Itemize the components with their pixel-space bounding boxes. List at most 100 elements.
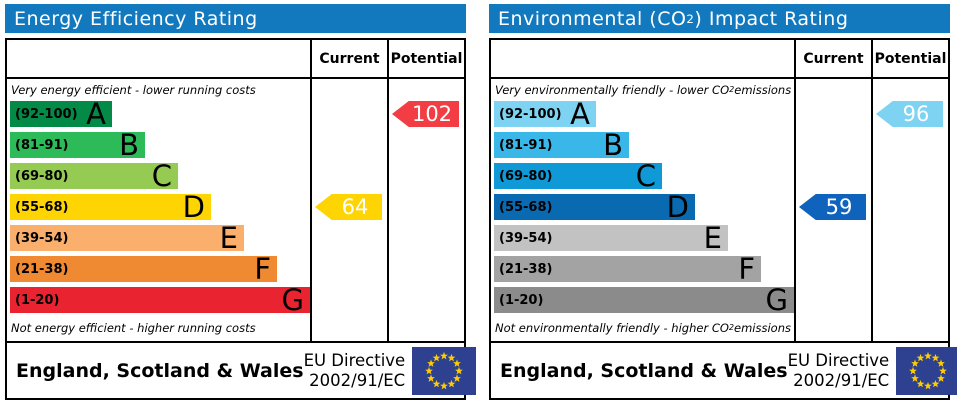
eu-star: [924, 351, 933, 359]
header-spacer-cell: [491, 40, 794, 77]
band-range-label: (55-68): [499, 199, 553, 215]
potential-column-header: Potential: [871, 40, 948, 77]
potential-column: 102: [387, 79, 464, 341]
band-letter: C: [151, 159, 172, 193]
band-f: (21-38) F: [10, 252, 277, 286]
current-column: 64: [310, 79, 387, 341]
eu-star: [911, 373, 920, 382]
eu-star: [427, 373, 436, 382]
band-g: (1-20) G: [10, 286, 310, 315]
eu-star: [937, 358, 946, 367]
band-chart-column: Very energy efficient - lower running co…: [7, 79, 310, 341]
current-rating-arrow: 64: [315, 194, 382, 220]
caption-text-post: emissions: [734, 321, 791, 335]
band-c: (69-80) C: [10, 159, 178, 193]
band-d: (55-68) D: [494, 190, 695, 224]
eu-directive-label: EU Directive 2002/91/EC: [304, 351, 406, 391]
band-range-label: (21-38): [499, 261, 553, 277]
band-range-label: (1-20): [499, 292, 544, 308]
eu-star: [937, 373, 946, 382]
band-letter: A: [570, 97, 590, 131]
eu-star: [931, 353, 940, 361]
band-c: (69-80) C: [494, 159, 662, 193]
band-range-label: (92-100): [499, 106, 562, 122]
table-body: Very environmentally friendly - lower CO…: [491, 79, 948, 341]
eu-star: [916, 353, 925, 361]
directive-line2: 2002/91/EC: [793, 370, 890, 390]
eu-star: [924, 381, 933, 389]
band-a: (92-100) A: [494, 97, 596, 131]
band-list: (92-100) A (81-91) B (69-80) C (55-68) D (39-54)…: [7, 97, 310, 315]
band-letter: D: [182, 190, 205, 224]
eu-star: [939, 366, 948, 374]
band-range-label: (69-80): [499, 168, 553, 184]
band-letter: C: [635, 159, 656, 193]
current-column-header: Current: [310, 40, 387, 77]
title-text: Energy Efficiency Rating: [14, 7, 258, 30]
table-header-row: Current Potential: [7, 40, 464, 79]
band-range-label: (55-68): [15, 199, 69, 215]
eu-star: [447, 379, 456, 387]
top-caption: Very environmentally friendly - lower CO…: [495, 83, 792, 97]
eu-star: [425, 366, 434, 374]
band-range-label: (81-91): [15, 137, 69, 153]
band-letter: F: [738, 252, 755, 286]
band-letter: G: [765, 283, 788, 317]
environmental-impact-title: Environmental (CO 2) Impact Rating: [489, 4, 950, 33]
eu-star: [447, 353, 456, 361]
eu-star: [455, 366, 464, 374]
potential-rating-arrow: 96: [876, 101, 943, 127]
current-column-header: Current: [794, 40, 871, 77]
band-b: (81-91) B: [494, 128, 629, 162]
band-letter: A: [86, 97, 106, 131]
band-range-label: (92-100): [15, 106, 78, 122]
eu-star: [909, 366, 918, 374]
eu-flag-icon: [412, 346, 477, 395]
eu-star: [440, 351, 449, 359]
current-column: 59: [794, 79, 871, 341]
band-range-label: (39-54): [15, 230, 69, 246]
band-list: (92-100) A (81-91) B (69-80) C (55-68) D (39-54)…: [491, 97, 794, 317]
bottom-caption: Not energy efficient - higher running co…: [7, 318, 310, 338]
band-letter: D: [666, 190, 689, 224]
directive-line1: EU Directive: [787, 350, 890, 370]
energy-efficiency-title: Energy Efficiency Rating: [5, 4, 466, 33]
potential-column: 96: [871, 79, 948, 341]
table-body: Very energy efficient - lower running co…: [7, 79, 464, 341]
band-g: (1-20) G: [494, 283, 794, 317]
band-letter: F: [254, 252, 271, 286]
caption-text: Very environmentally friendly - lower CO: [495, 83, 730, 97]
header-spacer-cell: [7, 40, 310, 77]
bottom-caption: Not environmentally friendly - higher CO…: [495, 321, 791, 335]
energy-efficiency-panel: Energy Efficiency Rating Current Potenti…: [5, 4, 477, 400]
current-rating-arrow: 59: [799, 194, 866, 220]
band-b: (81-91) B: [10, 131, 145, 160]
rating-table: Current Potential Very energy efficient …: [5, 38, 466, 343]
potential-column-header: Potential: [387, 40, 464, 77]
eu-star: [453, 358, 462, 367]
band-letter: B: [603, 128, 623, 162]
band-chart-column: Very environmentally friendly - lower CO…: [491, 79, 794, 341]
band-range-label: (21-38): [15, 261, 69, 277]
directive-line1: EU Directive: [303, 350, 406, 370]
eu-flag-icon: [896, 346, 957, 395]
band-range-label: (69-80): [15, 168, 69, 184]
environmental-impact-panel: Environmental (CO 2) Impact Rating Curren…: [489, 4, 957, 400]
eu-star: [427, 358, 436, 367]
band-a: (92-100) A: [10, 97, 112, 131]
band-range-label: (1-20): [15, 292, 60, 308]
eu-star: [916, 379, 925, 387]
eu-star: [440, 381, 449, 389]
panel-footer: England, Scotland & Wales EU Directive 20…: [5, 343, 477, 400]
caption-text: Very energy efficient - lower running co…: [11, 83, 256, 97]
directive-line2: 2002/91/EC: [309, 370, 406, 390]
table-header-row: Current Potential: [491, 40, 948, 79]
top-caption: Very energy efficient - lower running co…: [7, 79, 310, 101]
band-e: (39-54) E: [10, 224, 244, 253]
band-e: (39-54) E: [494, 224, 728, 253]
band-f: (21-38) F: [494, 252, 761, 286]
eu-directive-label: EU Directive 2002/91/EC: [788, 351, 890, 391]
region-label: England, Scotland & Wales: [500, 359, 788, 382]
band-range-label: (39-54): [499, 230, 553, 246]
panel-footer: England, Scotland & Wales EU Directive 20…: [489, 343, 957, 400]
